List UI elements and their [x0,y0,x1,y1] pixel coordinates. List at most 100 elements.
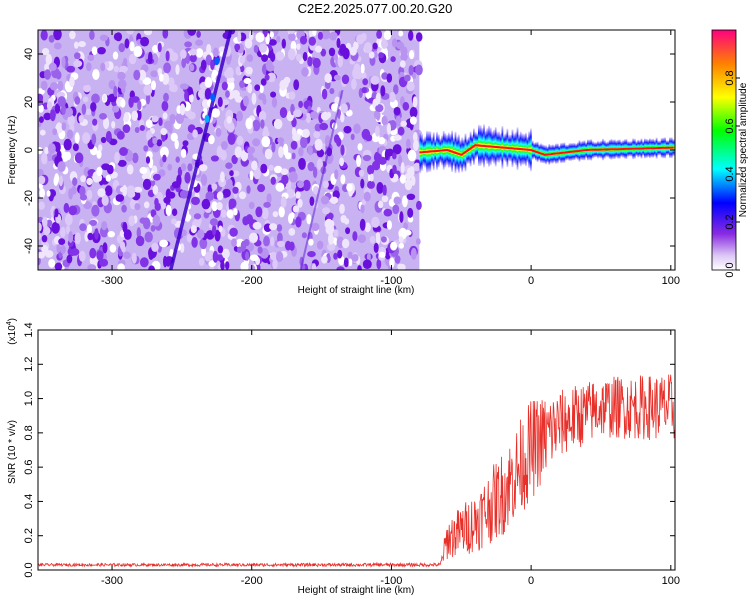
noise-blob [288,171,298,183]
noise-blob [225,261,230,270]
noise-blob [389,91,396,103]
noise-blob [237,31,242,43]
noise-blob [293,109,302,118]
noise-blob [89,30,95,40]
noise-heatmap [38,30,423,270]
noise-blob [61,104,66,115]
noise-blob [117,263,125,270]
bottom-y-tick-label: 0.4 [23,494,35,509]
noise-blob [353,123,361,134]
noise-blob [213,47,219,58]
noise-blob [134,127,140,133]
noise-blob [226,178,233,188]
noise-blob [291,152,296,160]
noise-blob [97,47,106,55]
noise-blob [43,226,51,235]
noise-blob [74,152,84,164]
noise-blob [341,74,350,85]
noise-blob [386,122,391,135]
noise-blob [343,125,352,134]
noise-blob [79,186,86,197]
noise-blob [233,208,238,216]
bottom-y-tick-label: 0.8 [23,425,35,440]
noise-blob [112,51,119,60]
bottom-y-tick-label: 0.2 [23,528,35,543]
noise-blob [319,122,329,131]
noise-blob [287,30,295,34]
noise-blob [271,141,276,153]
noise-blob [362,259,372,270]
noise-blob [345,227,351,235]
noise-blob [309,111,319,120]
noise-blob [360,178,365,189]
noise-blob [340,174,346,185]
noise-blob [378,156,387,165]
noise-blob [381,115,388,126]
noise-blob [128,53,137,65]
noise-blob [72,177,78,187]
noise-blob [60,226,66,238]
noise-blob [264,148,273,160]
top-x-axis: -300 -200 -100 0 100 [101,30,680,287]
noise-blob [41,48,50,56]
noise-blob [38,116,44,123]
noise-blob [64,213,73,226]
noise-blob [301,67,309,77]
noise-blob [292,205,300,213]
y-multiplier-exponent: 4 [6,321,13,325]
noise-blob [198,257,205,266]
y-multiplier-base: (x10 [7,325,18,345]
y-multiplier: (x104) [6,318,18,345]
noise-blob [356,154,362,167]
noise-blob [104,61,110,69]
noise-blob [378,52,384,59]
noise-blob [317,31,323,40]
noise-blob [393,84,399,95]
noise-blob [92,69,100,80]
noise-blob [243,77,252,84]
noise-blob [238,191,247,200]
noise-blob [210,59,215,71]
noise-blob [274,165,283,174]
noise-blob [331,103,339,112]
noise-blob [127,190,136,198]
noise-blob [102,94,107,102]
noise-blob [40,30,48,41]
noise-blob [46,101,53,111]
noise-blob [162,30,169,39]
noise-blob [144,231,153,243]
noise-blob [263,235,270,247]
noise-blob [296,53,302,62]
bottom-y-tick-label: 0.0 [23,562,35,577]
streak-highlight [210,93,216,102]
noise-blob [151,242,159,252]
noise-blob [245,117,253,130]
signal-band [419,124,675,174]
noise-blob [269,31,274,38]
noise-blob [206,44,212,55]
noise-blob [236,110,244,122]
noise-blob [114,151,120,164]
noise-blob [316,240,324,250]
noise-blob [381,72,389,80]
bottom-y-tick-label: 0.6 [23,459,35,474]
noise-blob [63,138,72,151]
noise-blob [48,258,56,268]
noise-blob [48,62,57,71]
noise-blob [375,105,380,112]
noise-blob [309,196,315,206]
noise-blob [142,178,152,190]
noise-blob [322,180,329,189]
noise-blob [106,164,114,175]
noise-blob [416,200,422,210]
noise-blob [119,147,128,156]
noise-blob [245,251,250,261]
noise-blob [86,189,93,200]
noise-blob [184,90,189,102]
noise-blob [187,30,197,36]
noise-blob [210,155,219,162]
noise-blob [394,255,401,264]
noise-blob [356,34,365,45]
noise-blob [307,56,313,67]
noise-blob [293,79,300,91]
